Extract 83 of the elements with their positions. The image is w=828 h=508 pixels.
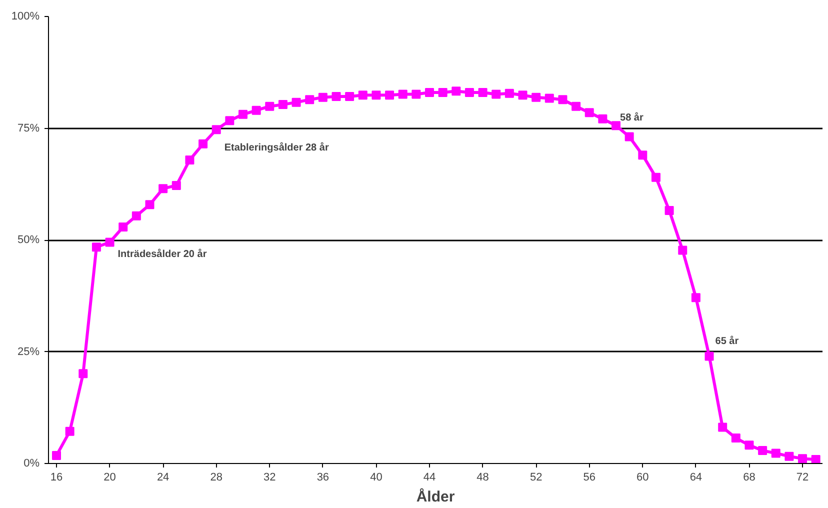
point [771,448,780,458]
point [292,98,301,107]
point [464,88,474,97]
x-tick-label: 48 [476,472,489,484]
y-tick-label: 75% [17,122,40,134]
point [558,95,568,104]
point [345,92,354,102]
point [504,88,514,98]
point [105,238,114,247]
point [478,88,488,97]
y-tick-label: 25% [17,346,40,358]
x-tick-label: 52 [530,472,542,484]
point [518,90,528,100]
point [492,90,501,99]
point [318,92,328,102]
annotation: 65 år [715,334,739,347]
point [238,110,248,119]
y-tick-label: 100% [11,10,40,22]
point [638,150,648,160]
point [78,369,88,378]
annotation: Etableringsålder 28 år [224,141,329,154]
point [704,352,714,361]
point [452,86,461,96]
x-tick-label: 40 [370,472,382,484]
point [398,90,408,99]
x-tick-label: 44 [423,472,436,484]
point [664,206,674,215]
point [691,293,700,302]
x-tick-label: 28 [210,472,222,484]
x-tick-label: 72 [796,472,809,484]
point [118,222,128,232]
point [798,454,808,464]
point [744,440,754,450]
x-tick-label: 20 [104,472,116,484]
x-tick-label: 68 [743,472,756,484]
point [811,454,820,464]
point [212,125,221,134]
point [544,94,554,103]
point [372,90,381,100]
x-tick-label: 36 [316,472,330,484]
point [651,172,660,182]
point [584,108,594,118]
point [425,88,434,97]
x-tick-label: 60 [636,472,649,484]
point [332,92,341,102]
point [598,114,608,124]
point [252,106,261,115]
annotation: 58 år [620,111,644,124]
point [731,434,740,443]
point [385,90,394,100]
point [65,426,74,436]
point [438,88,448,97]
point [532,92,541,102]
point [758,446,768,456]
y-tick-label: 50% [17,234,40,246]
point [572,102,581,111]
point [305,95,314,104]
point [92,242,101,252]
point [172,180,181,190]
point [358,90,368,100]
point [718,422,728,432]
point [52,450,61,460]
point [624,132,634,142]
point [158,184,168,194]
x-tick-label: 16 [50,472,63,484]
x-tick-label: 64 [690,472,702,484]
x-tick-label: 32 [264,472,276,484]
point [185,155,194,164]
y-tick-label: 0% [24,458,40,470]
point [145,200,154,210]
point [265,102,274,111]
point [678,246,688,255]
point [412,90,421,99]
point [198,139,208,148]
x-axis-title: Ålder [416,488,455,506]
point [612,121,621,130]
x-tick-label: 56 [583,472,596,484]
annotation: Inträdesålder 20 år [118,248,207,260]
point [784,452,794,461]
point [225,116,234,126]
x-tick-label: 24 [156,472,170,484]
point [278,100,288,110]
point [132,211,141,220]
